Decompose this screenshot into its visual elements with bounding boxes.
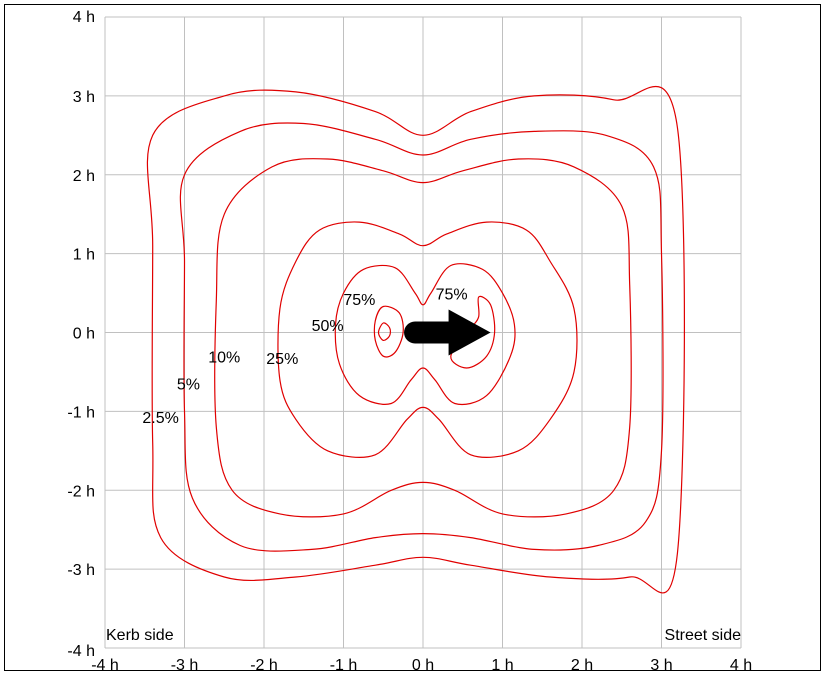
x-tick-label: -3 h	[171, 657, 199, 674]
contour-line-5	[373, 305, 404, 358]
x-tick-label: 0 h	[412, 657, 434, 674]
y-tick-label: -4 h	[67, 643, 95, 660]
contour-label: 5%	[177, 376, 200, 393]
x-tick-label: -2 h	[250, 657, 278, 674]
kerb-side-label: Kerb side	[106, 627, 174, 644]
x-tick-label: 1 h	[491, 657, 513, 674]
contour-label: 2.5%	[142, 410, 178, 427]
x-tick-label: 4 h	[730, 657, 752, 674]
contour-line-1	[179, 122, 664, 552]
x-tick-label: -4 h	[91, 657, 119, 674]
contour-line-2	[214, 158, 632, 518]
contour-label: 25%	[266, 351, 298, 368]
direction-arrow-icon	[404, 309, 491, 356]
contour-peak	[377, 322, 392, 342]
y-tick-label: -3 h	[67, 562, 95, 579]
y-tick-label: 2 h	[73, 168, 95, 185]
arrow-layer	[404, 309, 491, 356]
tick-layer: -4 h -3 h -2 h -1 h 0 h 1 h 2 h 3 h 4 h 4 h 3 h 2 h…	[67, 9, 752, 674]
y-tick-label: 1 h	[73, 247, 95, 264]
street-side-label: Street side	[665, 627, 742, 644]
y-tick-label: 0 h	[73, 326, 95, 343]
y-tick-label: 3 h	[73, 89, 95, 106]
contour-layer	[146, 86, 686, 594]
contour-line-4	[334, 263, 516, 406]
x-tick-label: 2 h	[571, 657, 593, 674]
y-tick-label: -2 h	[67, 483, 95, 500]
contour-label: 10%	[208, 349, 240, 366]
x-tick-label: -1 h	[330, 657, 358, 674]
contour-label: 75%	[436, 286, 468, 303]
contour-label: 75%	[343, 292, 375, 309]
y-tick-label: 4 h	[73, 9, 95, 26]
y-tick-label: -1 h	[67, 404, 95, 421]
contour-label: 50%	[312, 318, 344, 335]
x-tick-label: 3 h	[650, 657, 672, 674]
grid-layer	[104, 16, 742, 649]
contour-line-0	[146, 86, 686, 594]
label-layer: 2.5% 5% 10% 25% 50% 75% 75%	[142, 286, 467, 427]
contour-line-3	[277, 221, 578, 458]
